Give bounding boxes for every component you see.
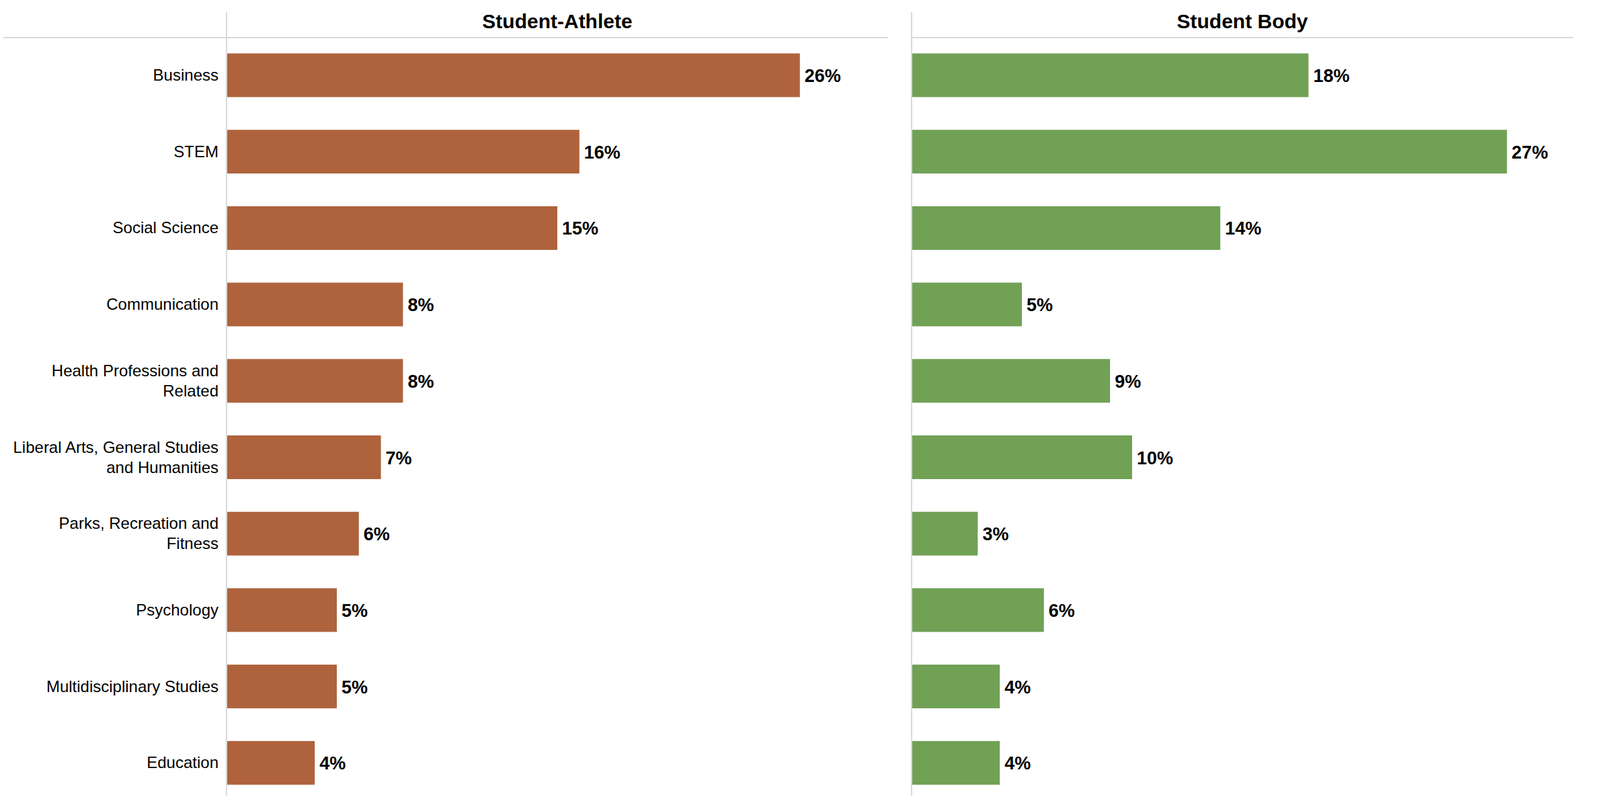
bar	[226, 435, 382, 480]
data-label: 15%	[562, 218, 599, 239]
data-label: 26%	[804, 65, 842, 87]
category-label: Communication	[106, 295, 219, 314]
bars	[911, 53, 1508, 786]
data-label: 8%	[407, 295, 434, 316]
bar	[911, 512, 978, 556]
bar	[911, 53, 1309, 98]
data-label: 5%	[1026, 295, 1053, 316]
category-label: Health Professions andRelated	[51, 361, 219, 400]
bar	[911, 588, 1045, 632]
data-label: 27%	[1511, 142, 1549, 163]
axis-line	[3, 36, 889, 39]
bar	[911, 664, 1000, 709]
category-label: Liberal Arts, General Studiesand Humanit…	[13, 438, 220, 477]
bar	[911, 435, 1133, 480]
data-label: 18%	[1312, 65, 1350, 87]
bar	[911, 741, 1000, 786]
bar	[226, 741, 315, 786]
panel: Student Body 18% 27% 14% 5% 9% 10% 3% 6% 4% 4%	[911, 10, 1574, 796]
bar	[226, 512, 359, 556]
axis-line	[225, 12, 228, 796]
label-line: Health Professions and	[51, 361, 219, 380]
axis-line	[911, 36, 1574, 39]
bar	[226, 664, 337, 709]
bar	[226, 129, 580, 174]
data-label: 7%	[385, 448, 413, 469]
chart-root: Student-Athlete 26% 16% 15% 8% 8% 7% 6% 5% 5% 4% Bu…	[0, 0, 1600, 805]
panel: Student-Athlete 26% 16% 15% 8% 8% 7% 6% 5% 5% 4% Bu…	[3, 10, 889, 796]
label-line: Parks, Recreation and	[59, 514, 219, 533]
category-label: Business	[153, 65, 219, 85]
data-label: 3%	[982, 524, 1009, 545]
bar	[226, 358, 403, 403]
bar	[911, 129, 1508, 174]
data-label: 16%	[584, 142, 621, 163]
bar	[226, 283, 403, 327]
category-label: Education	[146, 753, 219, 772]
data-label: 8%	[407, 371, 434, 392]
data-label: 9%	[1114, 371, 1141, 392]
bar	[911, 283, 1022, 327]
panel-title: Student Body	[1177, 10, 1309, 33]
label-line: Liberal Arts, General Studies	[13, 438, 220, 457]
label-line: Related	[162, 381, 219, 400]
category-label: Parks, Recreation andFitness	[59, 514, 219, 553]
data-label: 6%	[1048, 601, 1075, 622]
data-label: 6%	[363, 524, 390, 545]
panel-title: Student-Athlete	[482, 10, 632, 33]
label-line: Fitness	[166, 534, 219, 553]
bar	[226, 588, 337, 632]
bar	[226, 206, 558, 251]
data-label: 4%	[319, 753, 346, 774]
bar	[226, 53, 800, 98]
data-label: 10%	[1136, 448, 1174, 469]
data-label: 4%	[1004, 753, 1031, 774]
bar	[911, 206, 1221, 251]
category-label: Psychology	[135, 601, 219, 620]
data-label: 5%	[341, 601, 368, 622]
bars	[226, 53, 800, 786]
category-label: STEM	[173, 142, 219, 161]
data-label: 5%	[341, 677, 368, 698]
label-line: and Humanities	[106, 458, 219, 477]
bar	[911, 358, 1110, 403]
data-label: 4%	[1004, 677, 1031, 698]
category-label: Multidisciplinary Studies	[46, 677, 219, 696]
category-label: Social Science	[112, 218, 219, 237]
axis-line	[910, 12, 913, 796]
data-label: 14%	[1224, 218, 1262, 239]
